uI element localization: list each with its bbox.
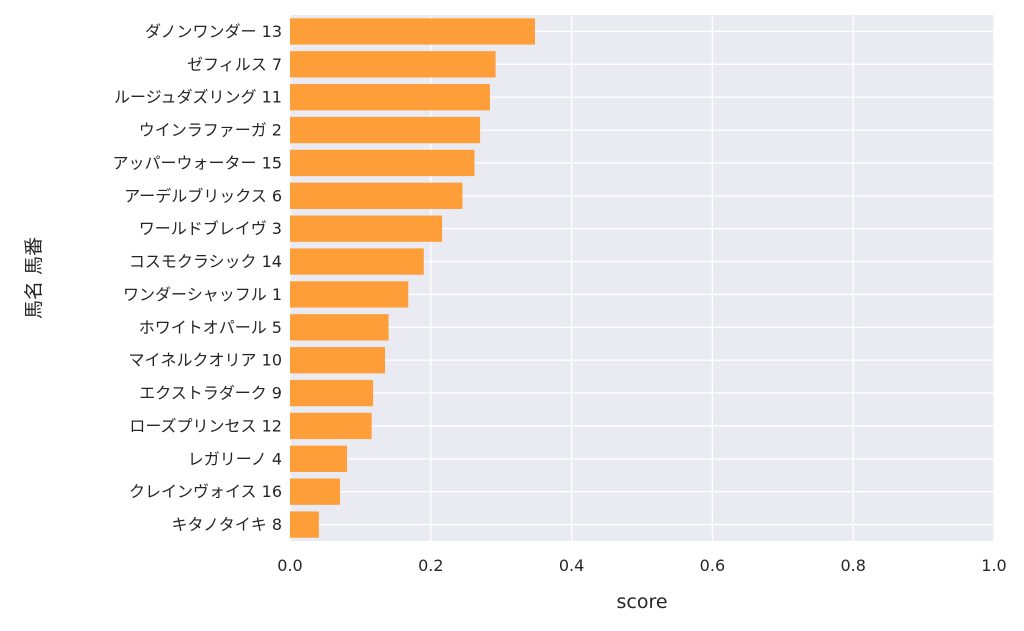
bar [290, 281, 409, 308]
x-tick-label: 0.2 [418, 556, 443, 575]
x-tick-label: 0.0 [277, 556, 302, 575]
bar [290, 84, 490, 111]
y-tick-label: ルージュダズリング 11 [114, 88, 282, 107]
bar [290, 445, 348, 472]
y-tick-label: レガリーノ 4 [188, 449, 282, 468]
bar [290, 379, 374, 407]
bar [290, 412, 372, 440]
y-tick-label: ウインラファーガ 2 [139, 121, 282, 140]
bar [290, 347, 386, 374]
bar [290, 478, 340, 505]
y-tick-label: エクストラダーク 9 [139, 384, 282, 403]
y-tick-label: ゼフィルス 7 [187, 55, 282, 74]
y-tick-labels: ダノンワンダー 13 ゼフィルス 7 ルージュダズリング 11 ウインラファーガ 2 ア… [113, 22, 282, 534]
bars [290, 18, 535, 538]
y-tick-label: アッパーウォーター 15 [113, 153, 282, 172]
y-tick-label: ワールドブレイヴ 3 [139, 219, 282, 238]
bar [290, 149, 475, 177]
x-tick-label: 0.4 [559, 556, 584, 575]
y-tick-label: マイネルクオリア 10 [129, 351, 282, 370]
bar [290, 248, 424, 275]
x-tick-labels: 0.0 0.2 0.4 0.6 0.8 1.0 [277, 556, 1006, 575]
y-tick-label: ワンダーシャッフル 1 [123, 285, 282, 304]
bar [290, 215, 443, 242]
y-tick-label: キタノタイキ 8 [172, 515, 282, 534]
bar [290, 116, 481, 144]
bar [290, 51, 496, 78]
x-axis-label: score [616, 591, 667, 613]
y-tick-label: ホワイトオパール 5 [139, 318, 282, 337]
x-tick-label: 0.8 [840, 556, 865, 575]
y-tick-label: クレインヴォイス 16 [129, 482, 282, 501]
x-tick-label: 1.0 [981, 556, 1006, 575]
bar [290, 182, 463, 209]
bar [290, 511, 319, 538]
bar [290, 18, 535, 45]
bar [290, 314, 389, 341]
y-tick-label: コスモクラシック 14 [129, 252, 282, 271]
x-tick-label: 0.6 [700, 556, 725, 575]
y-tick-label: アーデルブリックス 6 [124, 186, 282, 205]
y-tick-label: ローズプリンセス 12 [129, 416, 282, 435]
y-tick-label: ダノンワンダー 13 [145, 22, 282, 41]
y-axis-label: 馬名 馬番 [23, 237, 45, 319]
